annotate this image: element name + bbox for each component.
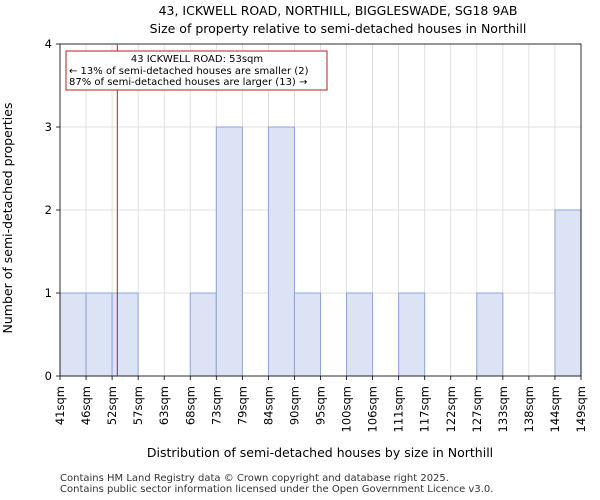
x-tick-label: 41sqm: [53, 386, 67, 425]
x-tick-label: 149sqm: [574, 386, 588, 432]
bar: [215, 126, 243, 377]
bar: [189, 292, 217, 377]
bars: [59, 126, 582, 377]
x-tick-label: 57sqm: [131, 386, 145, 425]
x-tick-label: 90sqm: [287, 386, 301, 425]
x-tick-label: 73sqm: [209, 386, 223, 425]
y-tick-label: 4: [45, 37, 52, 51]
y-tick-label: 3: [45, 120, 52, 134]
x-tick-label: 63sqm: [157, 386, 171, 425]
x-tick-label: 111sqm: [392, 386, 406, 432]
x-tick-label: 127sqm: [470, 386, 484, 432]
x-tick-label: 117sqm: [418, 386, 432, 432]
bar: [267, 126, 295, 377]
footer-copyright: Contains HM Land Registry data © Crown c…: [60, 473, 449, 484]
x-tick-label: 52sqm: [105, 386, 119, 425]
bar: [476, 292, 504, 377]
bar: [554, 209, 582, 377]
x-tick-label: 144sqm: [548, 386, 562, 432]
x-tick-label: 95sqm: [314, 386, 328, 425]
x-tick-label: 46sqm: [79, 386, 93, 425]
x-tick-label: 79sqm: [235, 386, 249, 425]
chart-title: 43, ICKWELL ROAD, NORTHILL, BIGGLESWADE,…: [159, 3, 518, 18]
footer-licence: Contains public sector information licen…: [60, 484, 494, 495]
bar: [398, 292, 426, 377]
bar: [59, 292, 87, 377]
bar: [85, 292, 113, 377]
marker-larger-text: 87% of semi-detached houses are larger (…: [69, 77, 307, 88]
y-axis-label: Number of semi-detached properties: [0, 103, 15, 334]
y-tick-label: 2: [45, 203, 52, 217]
y-tick-label: 1: [45, 286, 52, 300]
y-tick-label: 0: [45, 369, 52, 383]
bar: [111, 292, 139, 377]
x-tick-label: 133sqm: [496, 386, 510, 432]
bar: [346, 292, 374, 377]
x-tick-label: 106sqm: [366, 386, 380, 432]
x-tick-label: 84sqm: [261, 386, 275, 425]
x-tick-label: 100sqm: [340, 386, 354, 432]
chart-subtitle: Size of property relative to semi-detach…: [150, 21, 527, 36]
x-tick-label: 68sqm: [183, 386, 197, 425]
marker-smaller-text: ← 13% of semi-detached houses are smalle…: [69, 66, 309, 77]
property-marker: 43 ICKWELL ROAD: 53sqm← 13% of semi-deta…: [65, 44, 328, 376]
bar: [293, 292, 322, 377]
x-tick-label: 138sqm: [522, 386, 536, 432]
marker-annotation-box: [65, 50, 328, 91]
x-tick-label: 122sqm: [444, 386, 458, 432]
x-axis-label: Distribution of semi-detached houses by …: [147, 445, 493, 460]
marker-label: 43 ICKWELL ROAD: 53sqm: [131, 54, 263, 65]
axis-ticks: 0 1 2 3 4 41sqm 46sqm 52sqm 57sqm 63sqm 68sqm 73sqm…: [45, 37, 588, 432]
